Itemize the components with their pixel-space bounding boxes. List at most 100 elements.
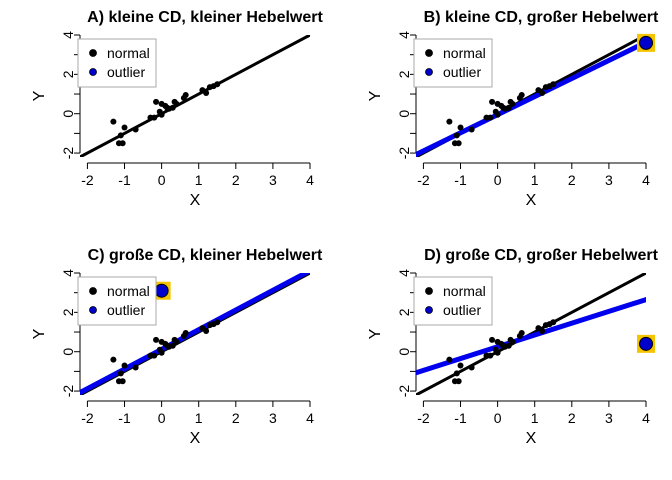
data-point-normal bbox=[453, 370, 460, 377]
panel-a: A) kleine CD, kleiner Hebelwert -2 -1 0 1 2 3 4… bbox=[31, 9, 323, 209]
data-point-normal bbox=[117, 370, 124, 377]
x-tick-label: -1 bbox=[454, 172, 467, 188]
x-tick-label: 1 bbox=[531, 410, 539, 426]
legend-label-normal: normal bbox=[443, 45, 486, 61]
y-tick-label: 4 bbox=[60, 31, 76, 39]
y-tick-label: 4 bbox=[396, 31, 412, 39]
legend-label-normal: normal bbox=[107, 283, 150, 299]
data-point-normal bbox=[468, 126, 475, 133]
panel-title: A) kleine CD, kleiner Hebelwert bbox=[87, 9, 323, 26]
legend-label-normal: normal bbox=[107, 45, 150, 61]
data-point-normal bbox=[446, 118, 453, 125]
x-tick-label: 4 bbox=[306, 410, 314, 426]
data-point-normal bbox=[505, 104, 512, 111]
y-tick-label: 0 bbox=[60, 110, 76, 118]
data-point-normal bbox=[457, 362, 464, 369]
x-tick-label: -1 bbox=[118, 172, 131, 188]
data-point-normal bbox=[214, 81, 221, 88]
x-tick-label: 3 bbox=[269, 172, 277, 188]
regression-lines bbox=[80, 273, 310, 395]
regression-line-with-outlier bbox=[416, 39, 646, 157]
y-tick-label: 4 bbox=[396, 269, 412, 277]
y-axis-label: Y bbox=[367, 90, 384, 101]
x-tick-label: 0 bbox=[494, 410, 502, 426]
data-point-normal bbox=[110, 118, 117, 125]
data-point-normal bbox=[518, 92, 525, 99]
legend-label-outlier: outlier bbox=[107, 64, 145, 80]
data-point-outlier bbox=[154, 283, 169, 298]
legend-label-outlier: outlier bbox=[443, 64, 481, 80]
data-point-normal bbox=[158, 111, 165, 118]
data-point-normal bbox=[446, 356, 453, 363]
data-point-normal bbox=[121, 362, 128, 369]
x-tick-label: 4 bbox=[642, 172, 650, 188]
y-axis-label: Y bbox=[31, 90, 48, 101]
data-point-normal bbox=[550, 81, 557, 88]
x-tick-label: -2 bbox=[417, 172, 430, 188]
x-tick-label: -2 bbox=[81, 410, 94, 426]
x-axis-label: X bbox=[190, 192, 201, 209]
data-point-normal bbox=[151, 114, 158, 121]
data-point-normal bbox=[487, 114, 494, 121]
data-point-normal bbox=[203, 328, 210, 335]
regression-lines bbox=[416, 273, 646, 395]
legend-label-outlier: outlier bbox=[107, 302, 145, 318]
x-tick-label: 0 bbox=[158, 410, 166, 426]
x-tick-label: 1 bbox=[195, 172, 203, 188]
data-point-normal bbox=[132, 364, 139, 371]
data-point-normal bbox=[173, 100, 180, 107]
x-tick-label: 2 bbox=[568, 410, 576, 426]
panel-title: D) große CD, großer Hebelwert bbox=[424, 247, 658, 264]
y-axis-label: Y bbox=[367, 328, 384, 339]
x-tick-label: 2 bbox=[232, 410, 240, 426]
data-point-normal bbox=[539, 90, 546, 97]
x-tick-label: 2 bbox=[568, 172, 576, 188]
data-point-normal bbox=[550, 319, 557, 326]
data-point-normal bbox=[158, 349, 165, 356]
data-point-normal bbox=[169, 342, 176, 349]
x-tick-label: 3 bbox=[605, 172, 613, 188]
x-tick-label: 4 bbox=[642, 410, 650, 426]
data-point-normal bbox=[121, 124, 128, 131]
data-point-normal bbox=[518, 330, 525, 337]
x-tick-label: 0 bbox=[158, 172, 166, 188]
y-tick-label: 2 bbox=[396, 308, 412, 316]
legend-marker-normal bbox=[89, 287, 97, 295]
y-axis-label: Y bbox=[31, 328, 48, 339]
data-point-normal bbox=[153, 336, 160, 343]
y-tick-label: 0 bbox=[396, 110, 412, 118]
x-tick-label: 2 bbox=[232, 172, 240, 188]
data-point-normal bbox=[182, 330, 189, 337]
legend-box bbox=[77, 276, 157, 326]
data-point-normal bbox=[489, 98, 496, 105]
y-tick-label: 0 bbox=[396, 348, 412, 356]
legend-marker-outlier bbox=[89, 306, 97, 314]
data-point-normal bbox=[182, 92, 189, 99]
data-point-normal bbox=[119, 140, 126, 147]
data-point-normal bbox=[151, 352, 158, 359]
legend-marker-outlier bbox=[89, 68, 97, 76]
data-point-normal bbox=[119, 378, 126, 385]
y-tick-label: -2 bbox=[60, 147, 76, 160]
data-point-normal bbox=[494, 349, 501, 356]
regression-line-all bbox=[80, 35, 310, 157]
data-point-normal bbox=[132, 126, 139, 133]
panel-d: D) große CD, großer Hebelwert -2 -1 0 1 2 3 4 -2… bbox=[367, 247, 659, 447]
y-tick-label: 0 bbox=[60, 348, 76, 356]
legend-label-normal: normal bbox=[443, 283, 486, 299]
legend-marker-normal bbox=[425, 287, 433, 295]
data-point-normal bbox=[117, 132, 124, 139]
data-point-normal bbox=[539, 328, 546, 335]
panel-title: C) große CD, kleiner Hebelwert bbox=[88, 247, 323, 264]
x-tick-label: 1 bbox=[195, 410, 203, 426]
panel-c: C) große CD, kleiner Hebelwert -2 -1 0 1 2 3 4 -… bbox=[31, 247, 323, 447]
data-point-normal bbox=[494, 111, 501, 118]
x-axis-label: X bbox=[526, 430, 537, 447]
y-tick-label: -2 bbox=[396, 385, 412, 398]
y-tick-label: 2 bbox=[396, 70, 412, 78]
data-point-normal bbox=[509, 338, 516, 345]
data-point-normal bbox=[457, 124, 464, 131]
y-tick-label: 2 bbox=[60, 70, 76, 78]
regression-lines bbox=[416, 35, 646, 157]
